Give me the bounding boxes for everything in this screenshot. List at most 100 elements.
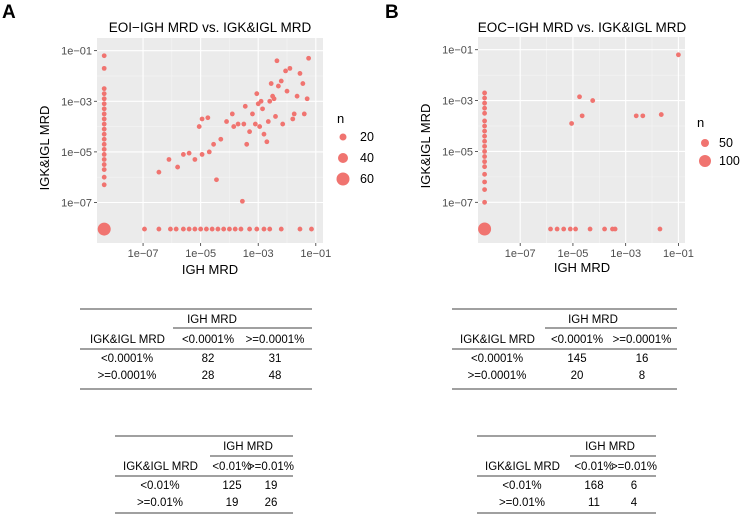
- plot-b-data-point: [612, 226, 618, 232]
- plot-a-x-tick-label: 1e−03: [243, 248, 274, 260]
- table-b1-row-1-col-1: 145: [567, 353, 586, 365]
- plot-a-data-point: [180, 226, 186, 232]
- plot-a-data-point: [196, 124, 202, 129]
- plot-a-data-point: [215, 226, 221, 232]
- plot-a-data-point: [227, 226, 232, 232]
- plot-a-data-point: [156, 226, 162, 232]
- plot-a-data-point: [261, 131, 267, 137]
- plot-a-data-point: [101, 126, 107, 132]
- legend-b-key-100: [699, 155, 711, 167]
- table-a1-row-1-col-1: 82: [202, 353, 215, 365]
- plot-a-data-point: [284, 88, 290, 94]
- plot-a-data-point: [267, 226, 273, 232]
- plot-a-data-point: [287, 65, 293, 71]
- plot-b-data-point: [587, 226, 593, 232]
- plot-b-data-point: [482, 187, 487, 192]
- plot-a-data-point: [206, 149, 212, 155]
- legend-a-key-60: [336, 172, 350, 186]
- plot-a-y-tick-label: 1e−01: [61, 46, 92, 58]
- plot-a-data-point: [101, 116, 107, 122]
- plot-b-data-point: [482, 133, 487, 139]
- plot-a-data-point: [252, 121, 258, 127]
- plot-a-data-point: [101, 121, 107, 127]
- table-a1: IGH MRD IGK&IGL MRD <0.0001% >=0.0001% <…: [80, 308, 312, 390]
- legend-a-key-40: [338, 153, 348, 163]
- plot-b-data-point: [567, 226, 573, 232]
- table-b2-row-2-col-1: 11: [588, 497, 600, 509]
- plot-b-data-point: [482, 105, 487, 111]
- plot-a-cluster-point: [97, 222, 111, 236]
- table-a1-row-1-col-2: 31: [269, 353, 282, 365]
- plot-a-data-point: [199, 152, 205, 157]
- plot-a-data-point: [273, 114, 278, 119]
- table-a2: IGH MRD IGK&IGL MRD <0.01% >=0.01% <0.01…: [115, 435, 294, 514]
- table-b1-row-2-label: >=0.0001%: [468, 370, 527, 382]
- plot-a-data-point: [280, 121, 286, 127]
- plot-a-data-point: [301, 111, 307, 117]
- table-b1-col-1: <0.0001%: [551, 334, 603, 346]
- table-b1-row-1-label: <0.0001%: [471, 353, 523, 365]
- table-b1-row-2-col-1: 20: [571, 370, 584, 382]
- plot-a-data-point: [142, 226, 147, 232]
- plot-a-data-point: [235, 121, 241, 127]
- table-b2-row-2-label: >=0.01%: [499, 497, 545, 509]
- table-b2: IGH MRD IGK&IGL MRD <0.01% >=0.01% <0.01…: [477, 435, 657, 514]
- plot-b-data-point: [658, 112, 664, 117]
- plot-a-data-point: [268, 81, 274, 86]
- panel-a: A EOI−IGH MRD vs. IGK&IGL MRD 1e−07 1e−05…: [2, 2, 374, 277]
- plot-b-data-point: [482, 138, 487, 144]
- panel-a-legend-title: n: [337, 111, 344, 126]
- plot-b-data-point: [482, 118, 487, 124]
- plot-a-data-point: [218, 136, 224, 142]
- scatter-plot-a: 1e−07 1e−05 1e−03 1e−01 1e−07 1e−05 1e−03 1e−01: [61, 38, 331, 260]
- table-a2-col-2: >=0.01%: [248, 461, 294, 473]
- plot-a-data-point: [250, 111, 255, 117]
- plot-a-data-point: [101, 136, 107, 142]
- plot-a-data-point: [221, 226, 227, 232]
- plot-a-data-point: [101, 86, 107, 92]
- plot-a-x-tick-label: 1e−05: [185, 248, 216, 260]
- plot-b-data-point: [482, 199, 487, 205]
- table-a1-col-group: IGH MRD: [187, 314, 237, 326]
- plot-b-data-point: [482, 154, 487, 159]
- plot-a-data-point: [101, 141, 107, 147]
- table-b2-row-2-col-2: 4: [631, 497, 638, 509]
- panel-b-letter: B: [385, 2, 399, 23]
- plot-a-data-point: [300, 81, 306, 86]
- plot-a-data-point: [101, 146, 107, 152]
- plot-a-data-point: [186, 226, 192, 232]
- plot-a-data-point: [168, 226, 173, 232]
- plot-b-y-tick-label: 1e−05: [442, 146, 473, 158]
- plot-b-data-point: [577, 94, 582, 100]
- plot-b-data-point: [482, 95, 487, 101]
- plot-a-x-tick-label: 1e−01: [300, 248, 331, 260]
- plot-a-data-point: [291, 111, 297, 117]
- legend-b-label-100: 100: [719, 154, 740, 168]
- plot-b-data-point: [482, 143, 487, 149]
- legend-a-label-60: 60: [360, 172, 374, 186]
- plot-b-y-tick-label: 1e−01: [442, 45, 473, 57]
- plot-b-data-point: [554, 226, 560, 232]
- plot-a-data-point: [101, 162, 107, 167]
- plot-b-x-tick-label: 1e−07: [505, 248, 536, 260]
- plot-a-data-point: [247, 129, 252, 135]
- plot-a-data-point: [290, 116, 296, 122]
- legend-b-label-50: 50: [719, 136, 733, 150]
- plot-a-y-tick-label: 1e−07: [61, 198, 92, 210]
- plot-a-data-point: [239, 198, 245, 204]
- plot-b-data-point: [482, 100, 487, 106]
- plot-a-data-point: [231, 124, 237, 129]
- plot-a-data-point: [101, 96, 107, 102]
- plot-b-data-point: [482, 171, 487, 177]
- table-b2-col-1: <0.01%: [574, 461, 613, 473]
- panel-b-y-axis-title: IGK&IGL MRD: [418, 104, 433, 189]
- panel-a-letter: A: [2, 2, 16, 23]
- plot-a-data-point: [101, 65, 107, 71]
- plot-b-data-point: [633, 113, 639, 119]
- plot-a-data-point: [205, 115, 211, 121]
- plot-a-data-point: [278, 78, 284, 84]
- plot-b-y-tick-label: 1e−07: [442, 197, 473, 209]
- plot-b-data-point: [482, 164, 487, 170]
- plot-a-data-point: [198, 226, 204, 232]
- plot-b-data-point: [569, 121, 575, 126]
